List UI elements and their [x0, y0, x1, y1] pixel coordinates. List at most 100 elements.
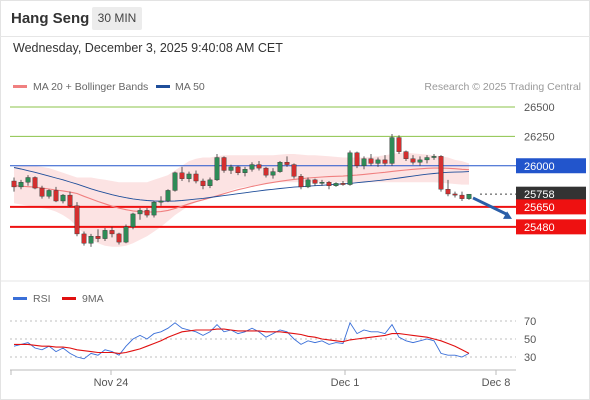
level-label-26000: 26000	[524, 161, 555, 173]
level-tag-25480	[516, 219, 586, 235]
candle	[263, 166, 269, 178]
candle-body	[270, 171, 276, 176]
candle-body	[95, 236, 101, 239]
candle	[382, 155, 388, 166]
candle-body	[158, 200, 164, 203]
candle-body	[417, 159, 423, 163]
rsi-line	[13, 321, 470, 360]
candle	[452, 191, 458, 198]
header-divider	[0, 36, 590, 37]
time-tick-label: Dec 8	[482, 377, 511, 389]
level-tag-25758	[516, 186, 586, 202]
bollinger-band-area	[14, 152, 469, 247]
candle	[466, 193, 472, 200]
ma20-swatch	[13, 85, 27, 88]
candle	[256, 161, 262, 171]
candle-body	[389, 137, 395, 164]
candle-body	[67, 194, 73, 206]
candle	[291, 163, 297, 179]
candle-body	[263, 167, 269, 176]
candle-body	[368, 158, 374, 164]
candle-body	[102, 230, 108, 239]
candle-body	[361, 158, 367, 166]
candle-body	[347, 152, 353, 185]
candle-body	[137, 210, 143, 215]
candle	[361, 156, 367, 170]
bollinger-band	[14, 152, 469, 247]
candle-body	[39, 187, 45, 197]
candle	[305, 177, 311, 189]
time-tick-label: Nov 24	[94, 377, 129, 389]
candle	[347, 150, 353, 186]
candle	[137, 208, 143, 220]
candle	[130, 212, 136, 230]
candle-body	[438, 156, 444, 190]
candle-body	[340, 183, 346, 185]
rsi-swatch	[13, 297, 27, 300]
candle-body	[25, 177, 31, 183]
candle-body	[172, 172, 178, 191]
price-legend: MA 20 + Bollinger Bands MA 50 Research ©…	[13, 81, 581, 93]
candle-body	[312, 179, 318, 184]
candle-body	[431, 156, 437, 158]
candle	[333, 182, 339, 187]
candle-body	[207, 179, 213, 186]
timeframe-button[interactable]: 30 MIN	[92, 7, 142, 30]
price-levels	[10, 106, 516, 228]
candle	[88, 233, 94, 247]
candle-body	[228, 166, 234, 171]
candle	[25, 175, 31, 186]
candle	[249, 162, 255, 172]
candle	[193, 170, 199, 184]
candle	[410, 155, 416, 165]
time-tick-label: Dec 1	[331, 377, 360, 389]
candle	[74, 202, 80, 237]
candle	[18, 179, 24, 190]
candle	[417, 156, 423, 166]
candle	[102, 228, 108, 241]
candle	[431, 154, 437, 160]
candle-body	[382, 159, 388, 164]
candle-body	[144, 210, 150, 216]
candle	[221, 156, 227, 173]
candles	[11, 134, 472, 247]
candle-body	[396, 137, 402, 152]
candle-body	[53, 190, 59, 202]
candle-body	[410, 158, 416, 163]
candle-body	[235, 166, 241, 174]
rsi-legend: RSI 9MA	[13, 293, 104, 305]
candle-body	[221, 157, 227, 171]
candle-body	[32, 177, 38, 189]
candle-body	[186, 173, 192, 179]
candle-body	[88, 236, 94, 244]
candle	[179, 166, 185, 182]
candle	[109, 226, 115, 238]
candle-body	[466, 193, 472, 199]
candle-body	[242, 169, 248, 173]
candle-body	[424, 157, 430, 161]
rsi-panel: 70 50 30	[10, 316, 536, 364]
candle	[81, 231, 87, 246]
candle	[39, 185, 45, 199]
candle-body	[18, 181, 24, 188]
candle	[368, 154, 374, 166]
moving-averages	[13, 167, 470, 213]
level-label-25758: 25758	[524, 189, 555, 201]
candle-body	[179, 172, 185, 179]
candle	[424, 155, 430, 164]
candle	[389, 134, 395, 166]
candle	[95, 229, 101, 243]
candle-body	[165, 190, 171, 202]
candle	[186, 171, 192, 183]
candle	[207, 177, 213, 189]
rsi-tick-50: 50	[524, 334, 536, 346]
candle	[228, 164, 234, 174]
time-axis-labels: Nov 24 Dec 1 Dec 8	[10, 370, 511, 389]
candle-body	[249, 164, 255, 170]
candle	[151, 201, 157, 218]
level-tag-26000	[516, 158, 586, 174]
candle	[277, 161, 283, 173]
ma20-line	[13, 167, 470, 213]
candle	[172, 171, 178, 192]
candle-body	[459, 194, 465, 199]
